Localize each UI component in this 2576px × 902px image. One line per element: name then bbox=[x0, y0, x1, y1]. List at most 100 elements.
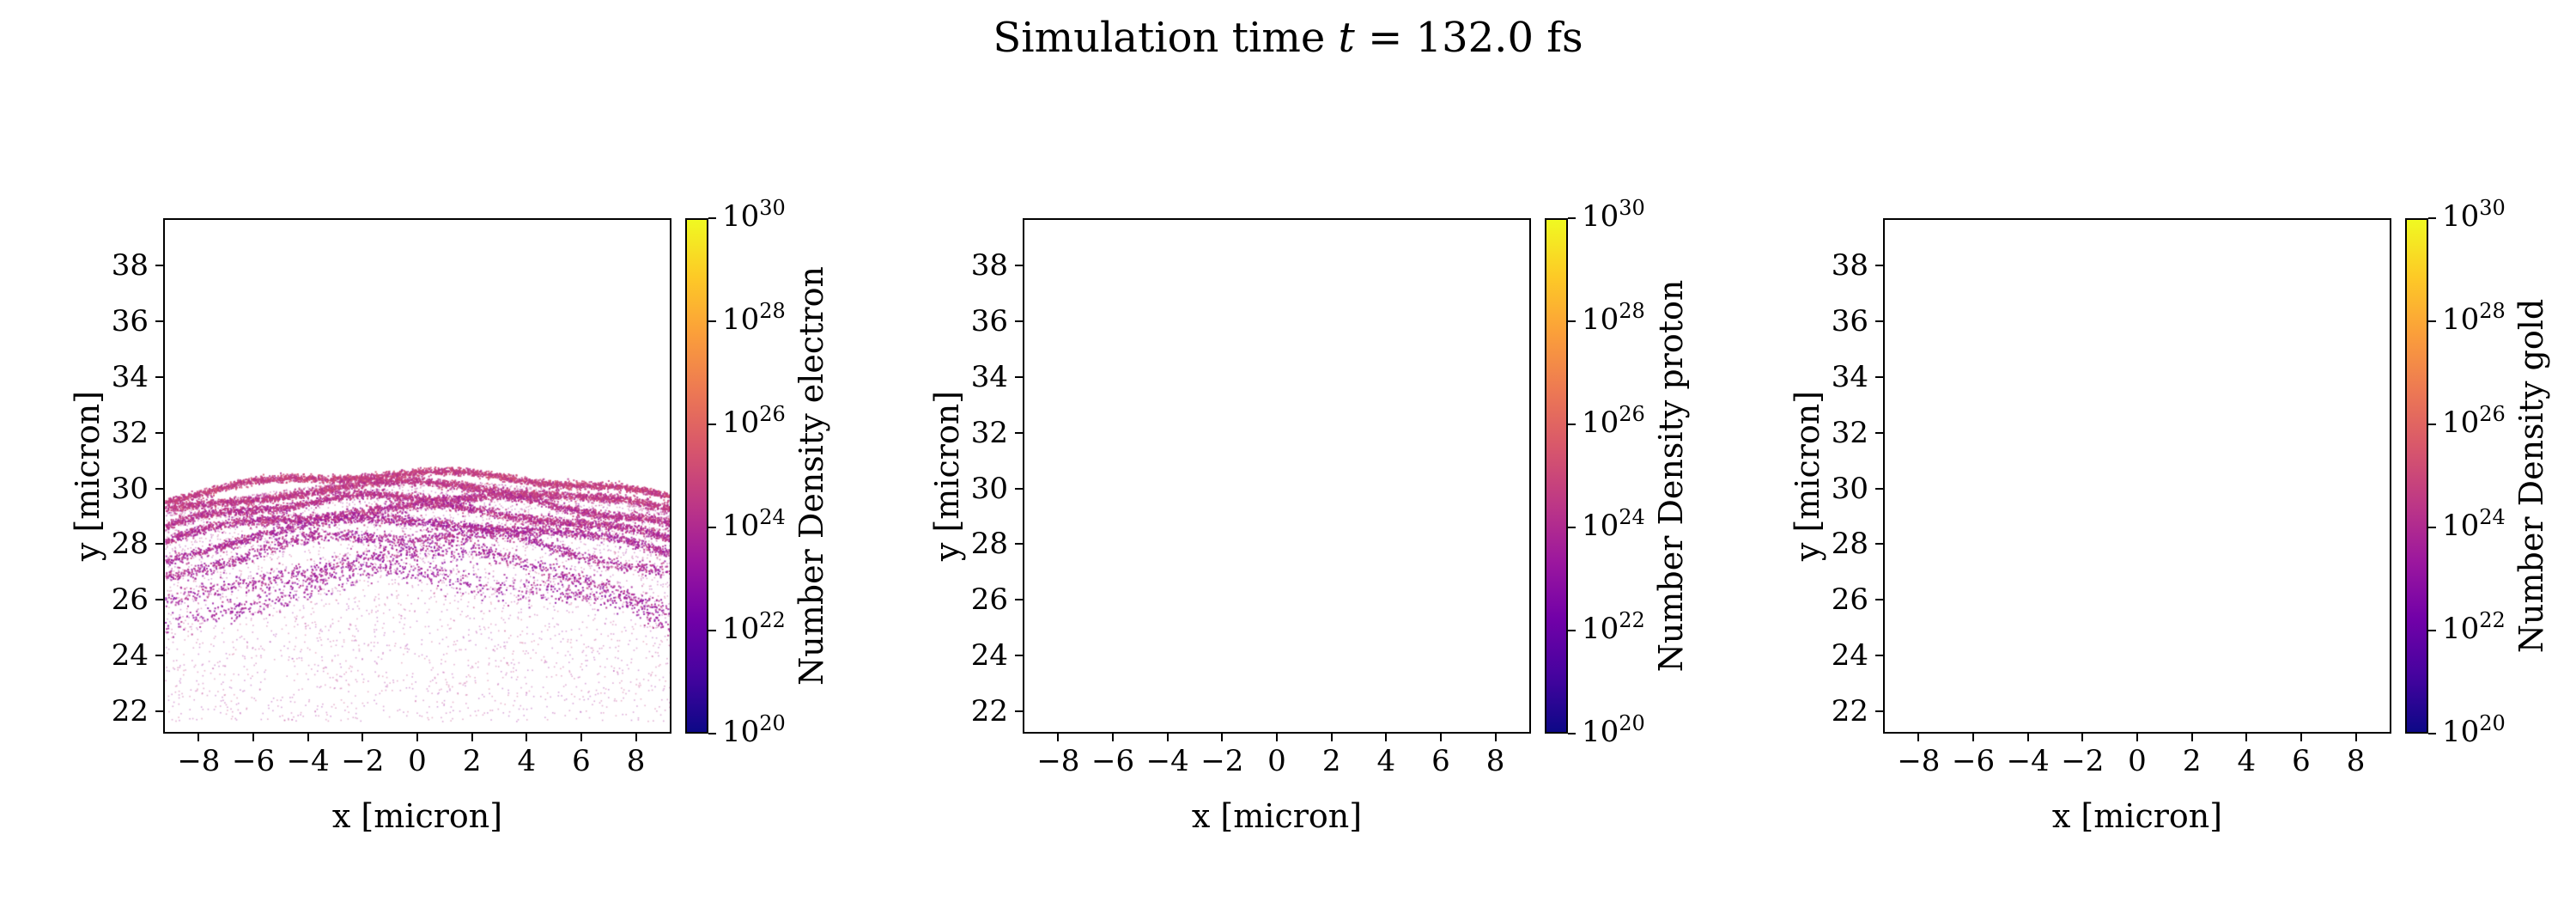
y-tick-label: 34 bbox=[111, 359, 149, 394]
colorbar-tick-mark bbox=[2428, 320, 2436, 322]
y-tick-label: 30 bbox=[970, 471, 1008, 506]
colorbar-tick-mantissa: 10 bbox=[722, 199, 760, 234]
x-tick-mark bbox=[1330, 734, 1333, 741]
colorbar-tick-mantissa: 10 bbox=[722, 509, 760, 543]
colorbar-tick-label: 1020 bbox=[722, 713, 786, 749]
x-tick-label: −8 bbox=[1897, 744, 1941, 778]
x-tick-label: −6 bbox=[231, 744, 276, 778]
y-tick-label: 24 bbox=[970, 638, 1008, 673]
x-tick-label: −8 bbox=[177, 744, 221, 778]
y-tick-label: 34 bbox=[1831, 359, 1868, 394]
colorbar-gold bbox=[2405, 218, 2428, 734]
x-tick-label: 0 bbox=[1267, 744, 1286, 778]
colorbar-tick-mantissa: 10 bbox=[1582, 612, 1619, 646]
colorbar-tick-mantissa: 10 bbox=[1582, 405, 1619, 440]
y-tick-mark bbox=[155, 599, 163, 601]
title-prefix: Simulation time bbox=[993, 14, 1339, 62]
x-tick-mark bbox=[1972, 734, 1975, 741]
x-tick-mark bbox=[1112, 734, 1115, 741]
colorbar-label-gold: Number Density gold bbox=[2512, 298, 2550, 654]
x-tick-label: 6 bbox=[572, 744, 591, 778]
x-tick-mark bbox=[635, 734, 637, 741]
y-tick-label: 24 bbox=[1831, 638, 1868, 673]
y-tick-mark bbox=[1875, 265, 1883, 267]
colorbar-tick-label: 1026 bbox=[722, 404, 786, 437]
y-tick-label: 38 bbox=[111, 248, 149, 283]
y-axis-label-electron: y [micron] bbox=[69, 390, 106, 562]
y-tick-mark bbox=[1015, 710, 1023, 713]
title-math-var: t bbox=[1338, 14, 1355, 62]
x-tick-label: 2 bbox=[462, 744, 482, 778]
x-tick-label: −4 bbox=[2006, 744, 2050, 778]
y-tick-mark bbox=[155, 375, 163, 378]
colorbar-tick-mark bbox=[1568, 527, 1576, 528]
colorbar-tick-exponent: 30 bbox=[759, 196, 786, 220]
y-tick-mark bbox=[1875, 710, 1883, 713]
colorbar-tick-mark bbox=[1568, 630, 1576, 631]
y-tick-mark bbox=[1015, 375, 1023, 378]
colorbar-tick-exponent: 28 bbox=[2479, 299, 2506, 323]
y-tick-label: 30 bbox=[1831, 471, 1868, 506]
colorbar-tick-mantissa: 10 bbox=[2442, 405, 2480, 440]
x-tick-mark bbox=[2245, 734, 2248, 741]
colorbar-tick-mark bbox=[2428, 630, 2436, 631]
scatter-canvas-gold bbox=[1885, 220, 2390, 732]
colorbar-tick-mark bbox=[1568, 320, 1576, 322]
x-tick-label: 8 bbox=[2346, 744, 2366, 778]
y-tick-mark bbox=[1875, 375, 1883, 378]
x-tick-mark bbox=[1221, 734, 1224, 741]
x-tick-mark bbox=[2081, 734, 2084, 741]
y-tick-label: 32 bbox=[111, 415, 149, 450]
colorbar-tick-label: 1026 bbox=[1582, 404, 1645, 440]
x-tick-mark bbox=[1385, 734, 1388, 741]
colorbar-tick-exponent: 20 bbox=[759, 711, 786, 735]
colorbar-tick-mark bbox=[2428, 217, 2436, 219]
colorbar-tick-exponent: 24 bbox=[759, 505, 786, 529]
colorbar-tick-label: 1026 bbox=[2442, 404, 2506, 440]
colorbar-tick-exponent: 26 bbox=[1619, 402, 1645, 426]
y-tick-mark bbox=[1015, 599, 1023, 601]
x-tick-label: 0 bbox=[2128, 744, 2147, 778]
colorbar-tick-label: 1030 bbox=[2442, 198, 2506, 231]
colorbar-tick-mantissa: 10 bbox=[2442, 302, 2480, 337]
y-tick-label: 22 bbox=[111, 694, 149, 729]
x-tick-label: 8 bbox=[626, 744, 646, 778]
x-tick-label: 8 bbox=[1485, 744, 1505, 778]
x-tick-label: −2 bbox=[2061, 744, 2105, 778]
y-tick-mark bbox=[1875, 431, 1883, 434]
y-tick-label: 26 bbox=[970, 582, 1008, 618]
y-tick-label: 28 bbox=[1831, 527, 1868, 562]
colorbar-tick-label: 1030 bbox=[1582, 198, 1645, 231]
y-tick-label: 30 bbox=[111, 471, 149, 506]
x-tick-mark bbox=[580, 734, 582, 741]
colorbar-tick-label: 1028 bbox=[2442, 301, 2506, 337]
colorbar-tick-label: 1022 bbox=[2442, 610, 2506, 643]
x-tick-mark bbox=[1917, 734, 1920, 741]
colorbar-tick-label: 1022 bbox=[1582, 610, 1645, 646]
x-tick-label: −4 bbox=[1145, 744, 1189, 778]
y-tick-mark bbox=[1015, 320, 1023, 322]
y-axis-label-gold: y [micron] bbox=[1789, 390, 1826, 562]
colorbar-tick-label: 1020 bbox=[2442, 713, 2506, 747]
colorbar-tick-label: 1030 bbox=[722, 198, 786, 234]
colorbar-tick-label: 1024 bbox=[722, 507, 786, 543]
y-tick-label: 38 bbox=[1831, 248, 1868, 283]
x-tick-mark bbox=[361, 734, 364, 741]
y-tick-mark bbox=[1015, 265, 1023, 267]
y-tick-mark bbox=[155, 710, 163, 713]
y-tick-label: 36 bbox=[111, 304, 149, 338]
x-tick-mark bbox=[2026, 734, 2029, 741]
colorbar-label-electron: Number Density electron bbox=[793, 266, 830, 686]
x-tick-mark bbox=[307, 734, 309, 741]
y-tick-mark bbox=[1015, 487, 1023, 490]
x-tick-label: 4 bbox=[1376, 744, 1396, 778]
x-tick-mark bbox=[252, 734, 255, 741]
colorbar-tick-exponent: 22 bbox=[2479, 608, 2506, 632]
colorbar-tick-exponent: 20 bbox=[1619, 711, 1645, 735]
colorbar-tick-mark bbox=[2428, 527, 2436, 528]
y-tick-mark bbox=[1875, 655, 1883, 657]
y-tick-mark bbox=[155, 487, 163, 490]
scatter-canvas-proton bbox=[1024, 220, 1529, 732]
colorbar-tick-mantissa: 10 bbox=[722, 715, 760, 749]
plot-area-electron bbox=[163, 218, 671, 734]
